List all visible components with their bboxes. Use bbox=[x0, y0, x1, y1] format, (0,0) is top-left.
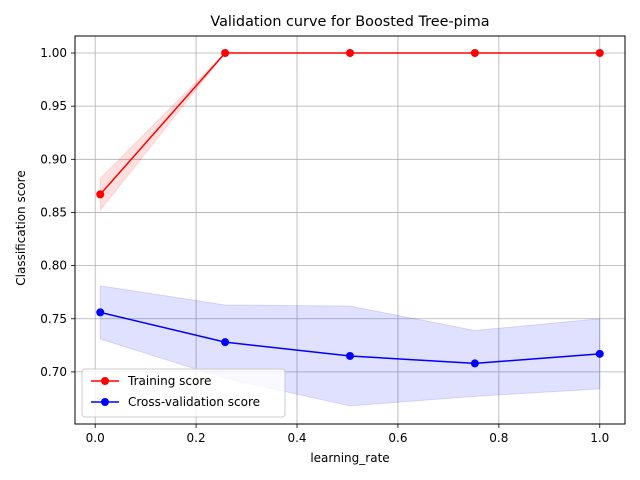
x-tick-label: 0.6 bbox=[388, 431, 407, 445]
cross-validation-score-point bbox=[346, 351, 354, 360]
plot-frame bbox=[74, 35, 626, 425]
legend-cross-validation-marker bbox=[101, 398, 109, 406]
chart-title: Validation curve for Boosted Tree-pima bbox=[210, 14, 489, 30]
legend-training-label: Training score bbox=[127, 374, 211, 388]
y-tick-label: 1.00 bbox=[40, 46, 67, 60]
training-score-point bbox=[470, 49, 479, 58]
legend-training-marker bbox=[101, 377, 109, 385]
cross-validation-score-point bbox=[96, 308, 105, 317]
x-tick-label: 0.4 bbox=[287, 431, 306, 445]
y-axis-label: Classification score bbox=[14, 170, 28, 285]
cross-validation-score-point bbox=[595, 349, 604, 358]
y-tick-label: 0.80 bbox=[40, 259, 67, 273]
grid bbox=[75, 36, 625, 424]
legend-box bbox=[81, 368, 286, 418]
y-axis-ticks: 0.70 0.75 0.80 0.85 0.90 0.95 1.00 bbox=[40, 46, 75, 379]
x-tick-label: 1.0 bbox=[590, 431, 609, 445]
training-score-point bbox=[221, 49, 230, 58]
training-score-point bbox=[96, 190, 105, 199]
cross-validation-score-point bbox=[221, 338, 230, 347]
y-tick-label: 0.70 bbox=[40, 365, 67, 379]
series-points bbox=[96, 49, 604, 368]
x-axis-label: learning_rate bbox=[310, 451, 389, 465]
y-tick-label: 0.90 bbox=[40, 152, 67, 166]
cross-validation-score-point bbox=[470, 359, 479, 368]
legend: Training score Cross-validation score bbox=[81, 368, 286, 418]
training-score-point bbox=[346, 49, 354, 58]
y-tick-label: 0.85 bbox=[40, 205, 67, 219]
legend-cross-validation-label: Cross-validation score bbox=[128, 395, 260, 409]
y-tick-label: 0.75 bbox=[40, 312, 67, 326]
x-tick-label: 0.2 bbox=[187, 431, 206, 445]
x-tick-label: 0.0 bbox=[86, 431, 105, 445]
x-tick-label: 0.8 bbox=[489, 431, 508, 445]
training-score-point bbox=[595, 49, 604, 58]
y-tick-label: 0.95 bbox=[40, 99, 67, 113]
x-axis-ticks: 0.0 0.2 0.4 0.6 0.8 1.0 bbox=[86, 424, 609, 445]
